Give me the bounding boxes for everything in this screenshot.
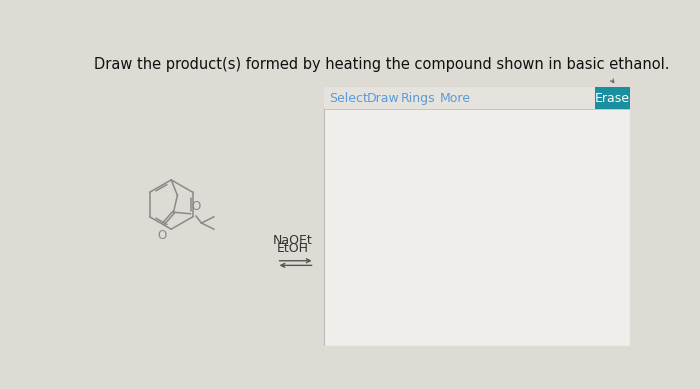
Text: Draw the product(s) formed by heating the compound shown in basic ethanol.: Draw the product(s) formed by heating th… (94, 58, 669, 72)
Text: O: O (191, 200, 201, 213)
Text: EtOH: EtOH (277, 242, 309, 254)
Text: Select: Select (329, 92, 368, 105)
Text: Erase: Erase (595, 92, 630, 105)
Bar (324, 88, 630, 346)
Bar (324, 88, 630, 109)
Text: More: More (440, 92, 470, 105)
Text: O: O (158, 229, 167, 242)
Text: Rings: Rings (401, 92, 435, 105)
Text: NaOEt: NaOEt (273, 234, 313, 247)
Bar (595, 88, 630, 109)
Text: Draw: Draw (368, 92, 400, 105)
